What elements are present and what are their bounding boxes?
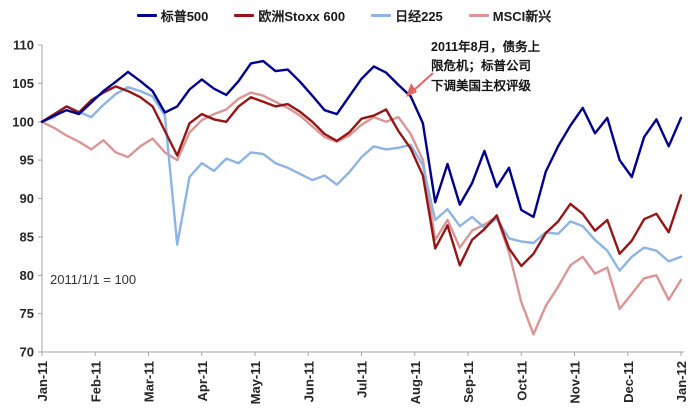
- annotation-line-3: 下调美国主权评级: [431, 78, 532, 93]
- svg-text:105: 105: [12, 76, 34, 91]
- annotation-text: 2011年8月，债务上 限危机；标普公司 下调美国主权评级: [431, 38, 591, 96]
- legend-label-nikkei225: 日经225: [395, 9, 443, 24]
- svg-text:May-11: May-11: [248, 361, 263, 404]
- svg-text:100: 100: [12, 114, 34, 129]
- svg-text:80: 80: [20, 268, 34, 283]
- svg-text:90: 90: [20, 191, 34, 206]
- svg-text:Jul-11: Jul-11: [355, 361, 370, 398]
- svg-text:Jun-11: Jun-11: [301, 361, 316, 402]
- svg-text:Mar-11: Mar-11: [142, 361, 157, 402]
- legend-line-swatch-sp500: [136, 14, 157, 17]
- svg-text:110: 110: [13, 38, 34, 53]
- svg-text:95: 95: [20, 153, 34, 168]
- legend-line-swatch-stoxx600: [234, 14, 255, 17]
- annotation-line-1: 2011年8月，债务上: [431, 40, 541, 54]
- svg-text:Oct-11: Oct-11: [514, 361, 529, 401]
- legend-label-msci-em: MSCI新兴: [492, 9, 552, 24]
- legend-line-swatch-msci-em: [468, 14, 489, 17]
- legend-item-msci-em: MSCI新兴: [468, 6, 552, 25]
- svg-text:Aug-11: Aug-11: [408, 361, 423, 404]
- svg-text:Apr-11: Apr-11: [195, 361, 210, 401]
- svg-text:Jan-12: Jan-12: [674, 361, 688, 402]
- legend-item-nikkei225: 日经225: [371, 6, 443, 25]
- svg-text:Feb-11: Feb-11: [88, 361, 103, 402]
- svg-text:85: 85: [20, 229, 34, 244]
- legend-label-sp500: 标普500: [160, 9, 209, 24]
- legend-item-sp500: 标普500: [136, 6, 209, 25]
- svg-text:Jan-11: Jan-11: [35, 361, 50, 401]
- svg-text:Nov-11: Nov-11: [568, 361, 583, 404]
- svg-text:Sep-11: Sep-11: [461, 361, 476, 403]
- annotation-arrow-icon: [400, 70, 438, 100]
- baseline-note: 2011/1/1 = 100: [50, 272, 137, 287]
- svg-text:70: 70: [20, 345, 34, 360]
- annotation-line-2: 限危机；标普公司: [431, 59, 532, 74]
- legend-line-swatch-nikkei225: [371, 14, 392, 17]
- legend: 标普500 欧洲Stoxx 600 日经225 MSCI新兴: [0, 6, 688, 25]
- legend-item-stoxx600: 欧洲Stoxx 600: [234, 6, 345, 25]
- svg-text:Dec-11: Dec-11: [621, 361, 636, 403]
- legend-label-stoxx600: 欧洲Stoxx 600: [258, 9, 346, 24]
- svg-text:75: 75: [20, 306, 34, 321]
